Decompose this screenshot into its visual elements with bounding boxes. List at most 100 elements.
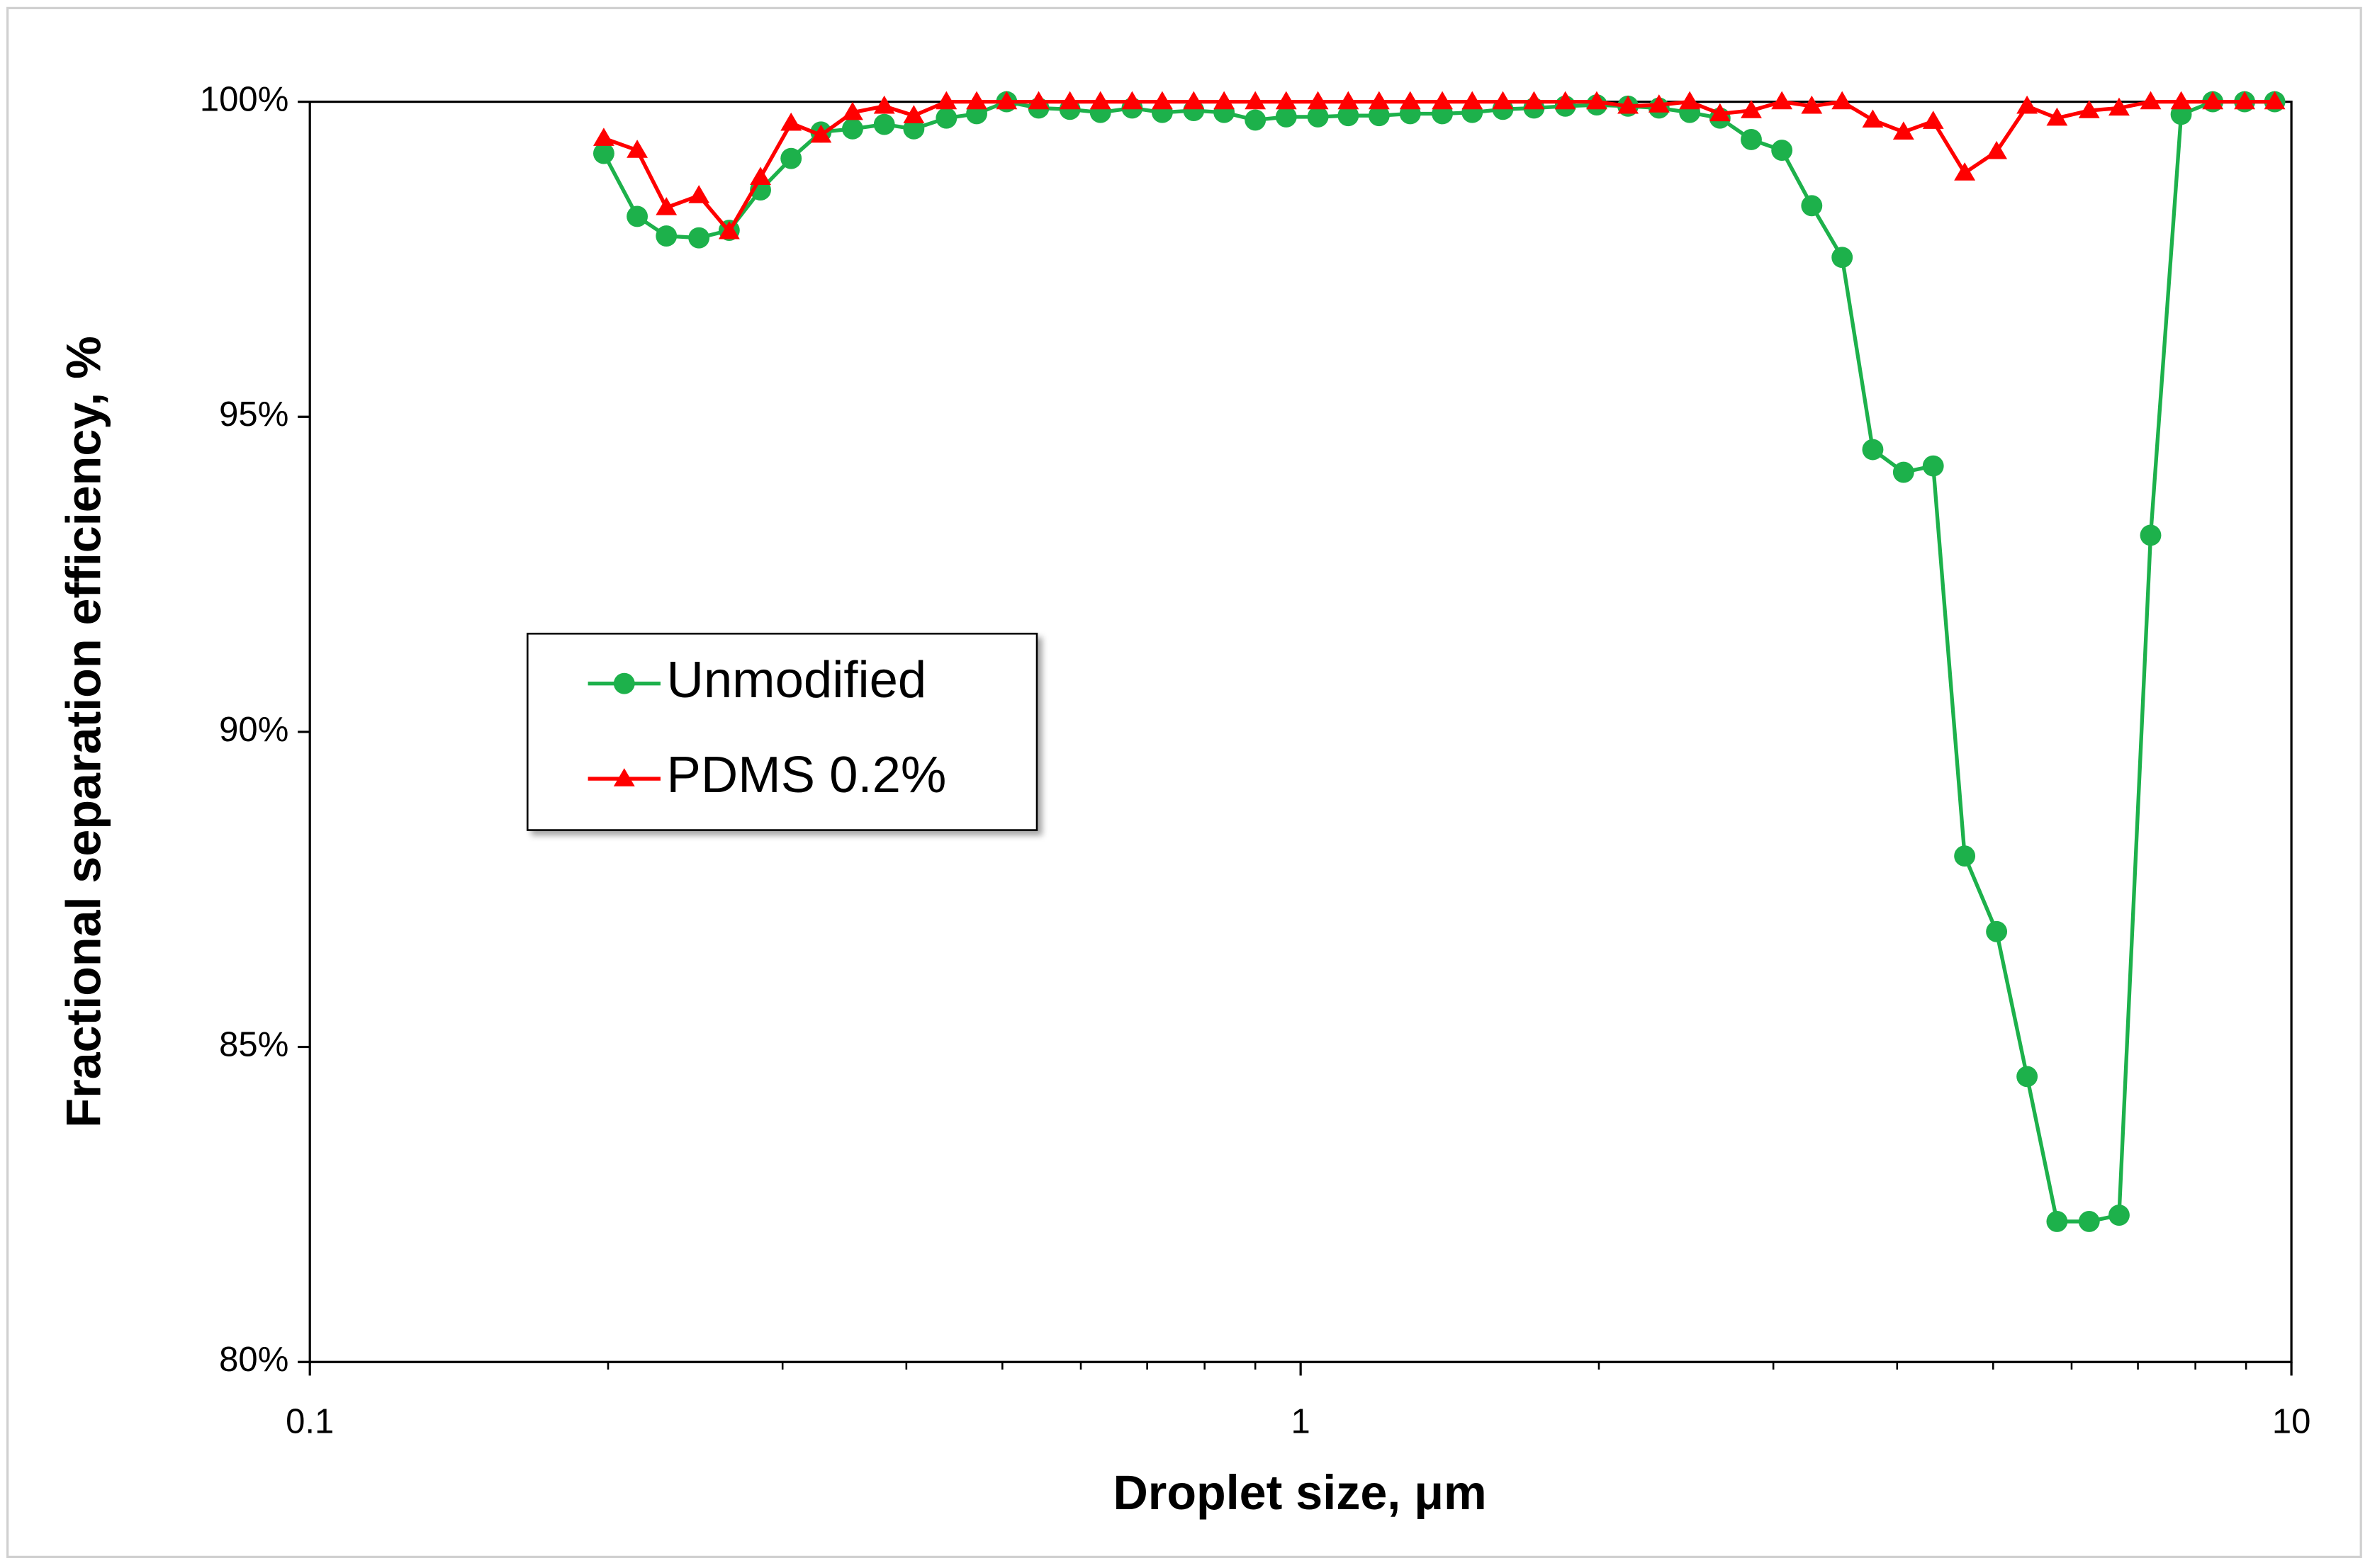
data-point (780, 147, 802, 169)
data-point (842, 101, 863, 120)
data-point (1922, 455, 1944, 477)
data-point (1368, 105, 1390, 127)
data-point (2046, 107, 2068, 126)
data-point (1862, 109, 1884, 128)
y-tick-label: 90% (219, 711, 288, 749)
y-tick-label: 100% (200, 81, 288, 119)
data-point (750, 167, 771, 185)
data-point (2016, 1066, 2038, 1088)
data-point (1771, 140, 1793, 162)
data-point (1986, 140, 2008, 159)
data-point (1121, 91, 1143, 110)
data-point (1741, 129, 1762, 150)
data-point (1892, 461, 1914, 483)
data-point (1741, 100, 1762, 118)
legend: Unmodified PDMS 0.2% (527, 633, 1038, 831)
y-axis-label: Fractional separation efficiency, % (57, 336, 111, 1127)
data-point (1892, 121, 1914, 140)
data-point (2170, 91, 2192, 110)
data-point (2016, 95, 2038, 114)
data-point (2140, 524, 2162, 546)
data-point (810, 124, 832, 143)
data-point (1245, 109, 1267, 131)
legend-swatch (613, 768, 635, 786)
data-point (1307, 106, 1329, 128)
data-point (1679, 91, 1701, 110)
data-point (1399, 91, 1421, 110)
data-point (592, 128, 614, 146)
data-point (996, 91, 1018, 110)
data-point (1954, 162, 1976, 181)
data-point (873, 95, 895, 114)
data-point (873, 113, 895, 135)
data-point (1492, 91, 1514, 110)
data-point (1523, 91, 1545, 110)
data-point (1059, 91, 1081, 110)
legend-box (527, 633, 1038, 831)
data-point (1028, 91, 1050, 110)
data-point (688, 185, 710, 203)
y-tick-label: 80% (219, 1341, 288, 1379)
y-tick-label: 95% (219, 395, 288, 434)
y-tick-label: 85% (219, 1026, 288, 1064)
data-point (842, 118, 863, 140)
data-point (1151, 91, 1173, 110)
data-point (1986, 920, 2008, 942)
chart-frame (6, 6, 2362, 1558)
data-point (1771, 91, 1793, 110)
data-point (1709, 103, 1731, 122)
data-point (627, 205, 648, 227)
data-point (1368, 91, 1390, 110)
data-point (936, 91, 957, 110)
data-point (1801, 95, 1823, 114)
data-point (1337, 91, 1359, 110)
data-point (2202, 91, 2224, 110)
data-point (1213, 91, 1235, 110)
data-point (1922, 111, 1944, 129)
data-point (1831, 247, 1853, 269)
data-point (627, 140, 648, 158)
data-point (1275, 91, 1297, 110)
x-tick-label: 1 (1291, 1403, 1310, 1441)
data-point (1831, 91, 1853, 110)
data-point (1586, 91, 1607, 110)
data-point (1461, 91, 1483, 110)
data-point (2078, 100, 2100, 118)
data-point (718, 220, 740, 239)
data-point (1617, 95, 1639, 114)
data-point (2046, 1210, 2068, 1232)
data-point (1954, 845, 1976, 867)
data-point (2264, 91, 2286, 110)
data-point (592, 142, 614, 164)
data-point (656, 225, 678, 247)
data-point (656, 197, 678, 215)
x-tick-label: 10 (2272, 1403, 2311, 1441)
series (592, 91, 2286, 239)
data-point (1801, 195, 1823, 217)
data-point (2140, 91, 2162, 110)
data-point (936, 107, 957, 129)
legend-swatch (613, 672, 635, 694)
data-point (1432, 91, 1454, 110)
data-point (1307, 91, 1329, 110)
legend-label: Unmodified (667, 651, 927, 709)
data-point (2108, 1205, 2130, 1226)
data-point (1245, 91, 1267, 110)
data-point (903, 118, 925, 140)
data-point (2234, 91, 2256, 110)
data-point (2078, 1210, 2100, 1232)
data-point (1862, 439, 1884, 461)
data-point (1648, 94, 1670, 113)
data-point (780, 112, 802, 131)
x-axis-label: Droplet size, μm (1113, 1466, 1487, 1520)
legend-label: PDMS 0.2% (667, 746, 947, 803)
data-point (1183, 91, 1205, 110)
data-point (966, 91, 987, 110)
data-point (688, 227, 710, 249)
data-point (1089, 91, 1111, 110)
data-point (903, 105, 925, 123)
data-point (2108, 97, 2130, 116)
data-point (1554, 91, 1576, 110)
x-tick-label: 0.1 (286, 1403, 334, 1441)
